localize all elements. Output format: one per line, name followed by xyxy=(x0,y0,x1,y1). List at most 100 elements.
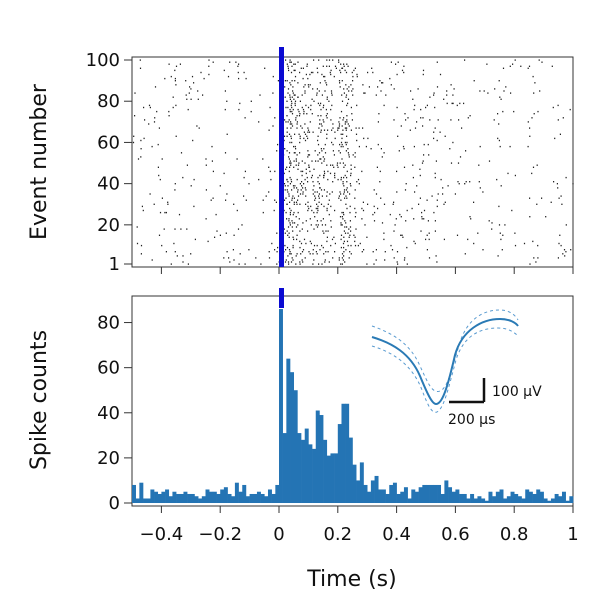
raster-spike xyxy=(298,133,300,135)
raster-spike xyxy=(346,115,348,117)
raster-spike xyxy=(297,224,299,226)
raster-spike xyxy=(302,193,304,195)
raster-spike xyxy=(339,82,341,84)
raster-spike xyxy=(319,158,321,160)
histogram-bar xyxy=(172,491,177,503)
histogram-bar xyxy=(341,403,346,503)
raster-y-axis-title: Event number xyxy=(27,83,52,240)
raster-spike xyxy=(384,251,386,253)
raster-spike xyxy=(290,162,292,164)
raster-spike xyxy=(188,92,190,94)
raster-spike xyxy=(296,234,298,236)
raster-spike xyxy=(326,98,328,100)
raster-spike xyxy=(313,185,315,187)
raster-spike xyxy=(456,234,459,236)
raster-spike xyxy=(469,216,471,218)
raster-spike xyxy=(272,125,274,127)
raster-spike xyxy=(284,119,286,121)
raster-spike xyxy=(459,102,461,105)
raster-spike xyxy=(293,69,295,72)
raster-spike xyxy=(412,98,414,100)
raster-spike xyxy=(338,197,340,199)
raster-spike xyxy=(330,244,332,247)
raster-spike xyxy=(289,213,291,216)
raster-spike xyxy=(293,152,295,154)
raster-spike xyxy=(308,166,310,168)
raster-spike xyxy=(307,106,310,109)
raster-spike xyxy=(500,98,502,100)
raster-spike xyxy=(373,189,375,191)
raster-spike xyxy=(536,164,538,166)
raster-spike xyxy=(350,84,352,86)
raster-spike xyxy=(324,224,327,226)
raster-spike xyxy=(295,119,297,121)
raster-spike xyxy=(274,117,276,119)
raster-spike xyxy=(293,187,295,189)
histogram-bar xyxy=(517,496,522,503)
raster-spike xyxy=(343,92,345,94)
raster-spike xyxy=(402,145,405,148)
raster-spike xyxy=(299,203,301,205)
histogram-bar xyxy=(363,484,368,503)
histogram-bar xyxy=(411,489,416,503)
raster-spike xyxy=(298,110,300,113)
raster-spike xyxy=(396,170,398,173)
raster-spike xyxy=(269,106,271,109)
raster-spike xyxy=(321,224,323,226)
raster-spike xyxy=(297,164,300,166)
histogram-bar xyxy=(334,453,339,503)
raster-spike xyxy=(313,211,315,214)
raster-spike xyxy=(284,80,286,82)
raster-spike xyxy=(297,108,299,111)
raster-spike xyxy=(308,207,310,210)
histogram-bar xyxy=(150,489,155,503)
raster-spike xyxy=(323,121,325,123)
raster-spike xyxy=(287,88,290,90)
raster-spike xyxy=(343,240,345,243)
raster-spike xyxy=(323,158,326,160)
raster-spike xyxy=(336,164,338,166)
raster-spike xyxy=(440,178,442,181)
raster-spike xyxy=(148,104,151,107)
raster-spike xyxy=(283,199,286,201)
raster-spike xyxy=(156,110,158,113)
raster-spike xyxy=(419,197,421,199)
histogram-bar xyxy=(561,491,566,503)
raster-spike xyxy=(422,160,424,162)
raster-y-tick-label: 1 xyxy=(109,254,120,275)
raster-spike xyxy=(297,96,299,98)
raster-spike xyxy=(339,117,341,119)
raster-spike xyxy=(491,222,493,224)
raster-spike xyxy=(558,242,560,245)
raster-spike xyxy=(401,234,403,236)
raster-spike xyxy=(239,102,241,105)
histogram-bar xyxy=(290,372,294,503)
raster-spike xyxy=(372,213,374,216)
raster-spike xyxy=(479,187,481,189)
raster-spike xyxy=(381,222,384,224)
raster-spike xyxy=(288,249,291,251)
raster-spike xyxy=(136,226,138,228)
raster-spike xyxy=(457,162,460,164)
raster-spike xyxy=(311,98,313,100)
raster-spike xyxy=(285,259,287,261)
raster-spike xyxy=(324,80,326,82)
raster-spike xyxy=(274,249,276,251)
raster-spike xyxy=(354,244,357,247)
raster-spike xyxy=(443,203,445,205)
raster-spike xyxy=(380,148,382,150)
raster-spike xyxy=(186,98,188,100)
raster-spike xyxy=(299,100,301,102)
histogram-bar xyxy=(238,491,243,503)
raster-spike xyxy=(556,183,558,185)
histogram-y-tick-label: 20 xyxy=(97,448,120,469)
raster-spike xyxy=(293,63,295,65)
raster-spike xyxy=(291,96,293,98)
raster-spike xyxy=(197,90,199,92)
raster-spike xyxy=(350,106,352,109)
raster-spike xyxy=(304,92,306,94)
raster-spike xyxy=(340,224,342,226)
raster-spike xyxy=(330,205,332,208)
raster-spike xyxy=(420,108,422,111)
